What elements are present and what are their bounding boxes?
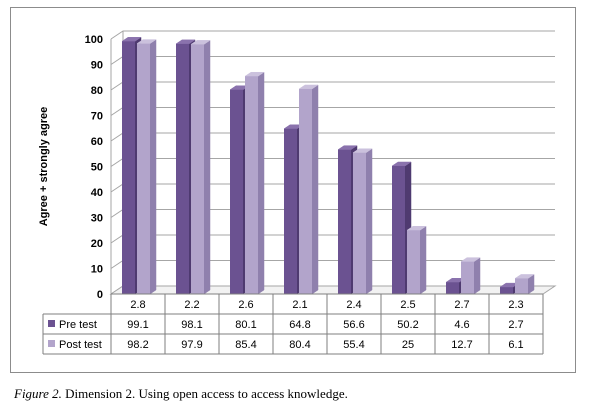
y-tick-label: 50 bbox=[91, 162, 103, 174]
data-label: 55.4 bbox=[343, 339, 364, 351]
x-tick-label: 2.8 bbox=[130, 299, 145, 311]
bar bbox=[298, 84, 319, 295]
legend-swatch bbox=[48, 340, 55, 347]
data-label: 80.1 bbox=[235, 319, 256, 331]
y-tick-label: 80 bbox=[91, 85, 103, 97]
bar-front bbox=[407, 230, 420, 294]
bar-front bbox=[338, 149, 351, 294]
x-tick-label: 2.2 bbox=[184, 299, 199, 311]
x-tick-label: 2.4 bbox=[346, 299, 361, 311]
data-label: 6.1 bbox=[508, 339, 523, 351]
y-axis-label: Agree + strongly agree bbox=[38, 107, 50, 227]
y-tick-label: 70 bbox=[91, 111, 103, 123]
data-label: 64.8 bbox=[289, 319, 310, 331]
bar bbox=[514, 273, 535, 295]
data-label: 80.4 bbox=[289, 339, 310, 351]
data-table: 2.8 2.2 2.6 2.1 2.4 2.5 2.7 2.3 Pre test 99.1 98.1… bbox=[42, 293, 544, 355]
bar bbox=[352, 148, 373, 295]
bar-front bbox=[392, 165, 405, 294]
data-label: 50.2 bbox=[397, 319, 418, 331]
x-tick-label: 2.7 bbox=[454, 299, 469, 311]
data-label: 98.2 bbox=[127, 339, 148, 351]
bar-front bbox=[245, 76, 258, 294]
x-tick-label: 2.5 bbox=[400, 299, 415, 311]
data-label: 2.7 bbox=[508, 319, 523, 331]
data-label: 12.7 bbox=[451, 339, 472, 351]
x-tick-label: 2.6 bbox=[238, 299, 253, 311]
bar-front bbox=[461, 261, 474, 294]
y-tick-label: 40 bbox=[91, 187, 103, 199]
bar-side bbox=[365, 148, 373, 295]
legend-label: Post test bbox=[59, 339, 102, 351]
x-tick-label: 2.1 bbox=[292, 299, 307, 311]
y-tick-label: 30 bbox=[91, 213, 103, 225]
y-tick-label: 20 bbox=[91, 238, 103, 250]
bar-front bbox=[122, 41, 135, 294]
bar-front bbox=[191, 44, 204, 295]
bar bbox=[190, 39, 211, 295]
bar-side bbox=[257, 71, 265, 295]
bar-front bbox=[515, 278, 528, 294]
y-tick-label: 10 bbox=[91, 264, 103, 276]
x-tick-label: 2.3 bbox=[508, 299, 523, 311]
figure-caption: Figure 2. Dimension 2. Using open access… bbox=[14, 386, 348, 402]
bar bbox=[136, 39, 157, 295]
data-label: 97.9 bbox=[181, 339, 202, 351]
bar-top bbox=[460, 257, 481, 262]
data-label: 99.1 bbox=[127, 319, 148, 331]
bar-side bbox=[203, 39, 211, 295]
y-tick-label: 100 bbox=[85, 34, 103, 46]
caption-text: Dimension 2. Using open access to access… bbox=[61, 386, 348, 401]
bar-side bbox=[149, 39, 157, 295]
bar-front bbox=[176, 43, 189, 294]
bar-front bbox=[353, 152, 366, 294]
bar-front bbox=[299, 88, 312, 294]
figure-label: Figure 2. bbox=[14, 386, 62, 401]
bar-side bbox=[473, 257, 481, 295]
gridline bbox=[110, 30, 555, 40]
data-label: 98.1 bbox=[181, 319, 202, 331]
bar bbox=[244, 71, 265, 295]
chart-frame: 0 10 20 30 40 50 60 70 80 90 100 Agree + strongly a… bbox=[10, 7, 576, 373]
y-tick-label: 90 bbox=[91, 60, 103, 72]
y-tick-label: 0 bbox=[97, 289, 103, 301]
bar-front bbox=[137, 43, 150, 295]
bars bbox=[121, 36, 535, 295]
data-label: 56.6 bbox=[343, 319, 364, 331]
legend-label: Pre test bbox=[59, 319, 97, 331]
y-tick-label: 60 bbox=[91, 136, 103, 148]
bar bbox=[406, 225, 427, 295]
bar-front bbox=[230, 89, 243, 295]
bar-front bbox=[284, 128, 297, 294]
data-label: 25 bbox=[402, 339, 414, 351]
bar-chart: 0 10 20 30 40 50 60 70 80 90 100 Agree + strongly a… bbox=[38, 30, 557, 355]
bar-side bbox=[311, 84, 319, 295]
data-label: 4.6 bbox=[454, 319, 469, 331]
legend-swatch bbox=[48, 320, 55, 327]
bar-front bbox=[446, 282, 459, 294]
y-tick-labels: 0 10 20 30 40 50 60 70 80 90 100 bbox=[85, 34, 103, 301]
bar-front bbox=[500, 287, 513, 294]
bar-side bbox=[419, 225, 427, 295]
data-label: 85.4 bbox=[235, 339, 256, 351]
bar bbox=[460, 257, 481, 295]
